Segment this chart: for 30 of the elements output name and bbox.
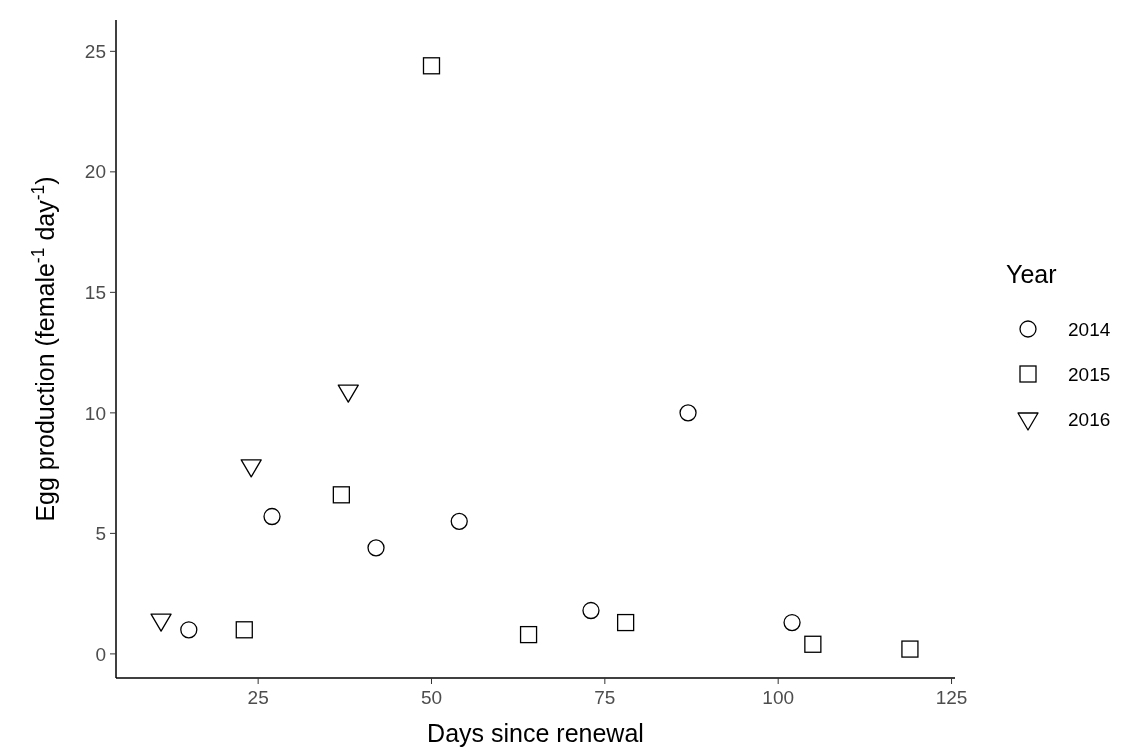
point [582,601,600,620]
point [235,621,253,639]
legend-label: 2016 [1068,408,1111,430]
point [263,507,281,526]
x-tick-label: 50 [420,687,443,708]
y-tick-label: 0 [95,643,106,665]
x-tick-label: 75 [594,687,616,708]
point [450,512,468,530]
x-tick-label: 125 [935,687,968,708]
point [367,539,385,557]
x-axis-title: Days since renewal [427,719,644,747]
x-tick-label: 100 [762,687,795,708]
y-tick-label: 20 [84,161,106,183]
y-tick-label: 5 [95,523,106,545]
point [901,640,919,658]
legend-label: 2015 [1068,363,1111,385]
point [804,635,822,653]
point [783,613,801,632]
point [422,57,441,75]
legend-label: 2014 [1068,318,1111,340]
y-tick-label: 15 [84,282,106,304]
x-tick-label: 25 [247,687,269,708]
point [616,613,635,632]
legend-title: Year [1006,260,1057,288]
point [679,404,697,422]
point [180,621,198,639]
y-tick-label: 10 [84,402,106,424]
point [332,486,350,504]
point [519,625,538,644]
y-tick-label: 25 [84,40,106,62]
